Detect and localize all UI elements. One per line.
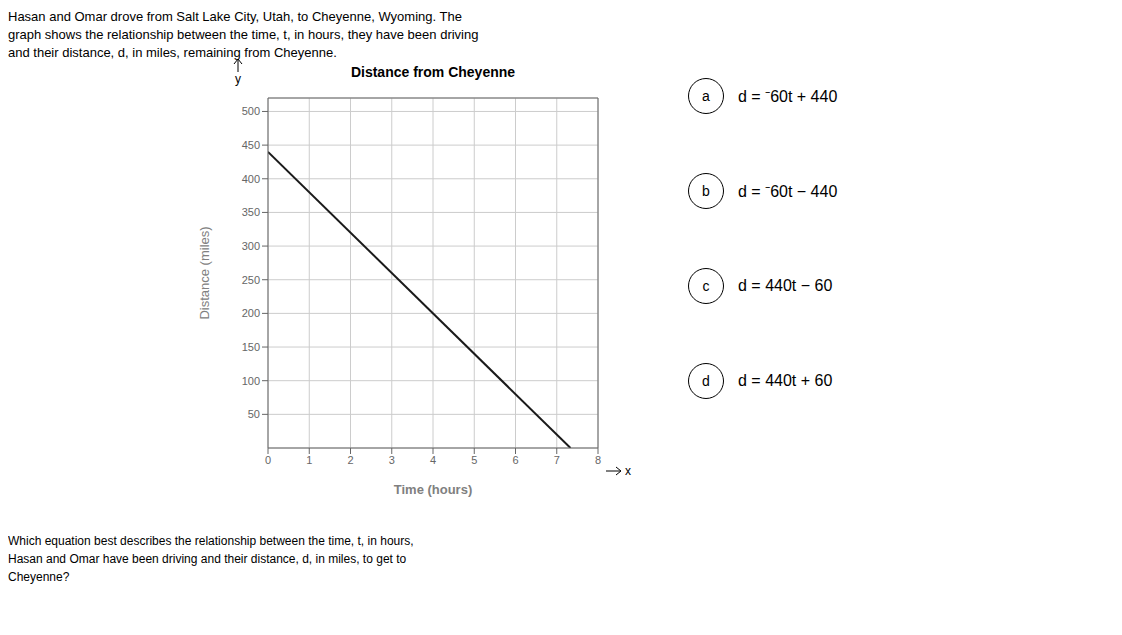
html-text:d = ⁻60t − 440: d = ⁻60t − 440: [738, 183, 838, 200]
svg-text:2: 2: [347, 454, 353, 466]
svg-text:0: 0: [265, 454, 271, 466]
svg-text:150: 150: [242, 341, 260, 353]
html-text:Which equation best describes: Which equation best describes the relati…: [8, 534, 414, 584]
svg-text:100: 100: [242, 375, 260, 387]
svg-text:500: 500: [242, 105, 260, 117]
svg-text:1: 1: [306, 454, 312, 466]
html-text:x: x: [625, 464, 631, 478]
html-text:d = 440t − 60: d = 440t − 60: [738, 277, 833, 294]
svg-text:5: 5: [471, 454, 477, 466]
html-text:d = 440t + 60: d = 440t + 60: [738, 372, 833, 389]
html-text:d = ⁻60t + 440: d = ⁻60t + 440: [738, 88, 838, 105]
svg-text:Distance (miles): Distance (miles): [197, 226, 212, 319]
svg-text:200: 200: [242, 307, 260, 319]
svg-text:3: 3: [389, 454, 395, 466]
html-text:a: a: [702, 88, 710, 104]
svg-text:7: 7: [554, 454, 560, 466]
html-text:y: y: [235, 72, 241, 86]
html-text:d: d: [702, 373, 710, 389]
svg-text:400: 400: [242, 173, 260, 185]
svg-text:4: 4: [430, 454, 436, 466]
html-text:b: b: [702, 183, 710, 199]
svg-text:450: 450: [242, 139, 260, 151]
html-text:Hasan and Omar drove from Salt: Hasan and Omar drove from Salt Lake City…: [8, 9, 479, 61]
svg-text:350: 350: [242, 206, 260, 218]
html-text:Distance from Cheyenne: Distance from Cheyenne: [350, 64, 516, 80]
html-text:c: c: [702, 278, 710, 294]
svg-text:250: 250: [242, 274, 260, 286]
svg-text:6: 6: [512, 454, 518, 466]
svg-text:50: 50: [248, 408, 260, 420]
svg-text:8: 8: [595, 454, 601, 466]
svg-text:Time (hours): Time (hours): [394, 482, 473, 497]
svg-text:300: 300: [242, 240, 260, 252]
